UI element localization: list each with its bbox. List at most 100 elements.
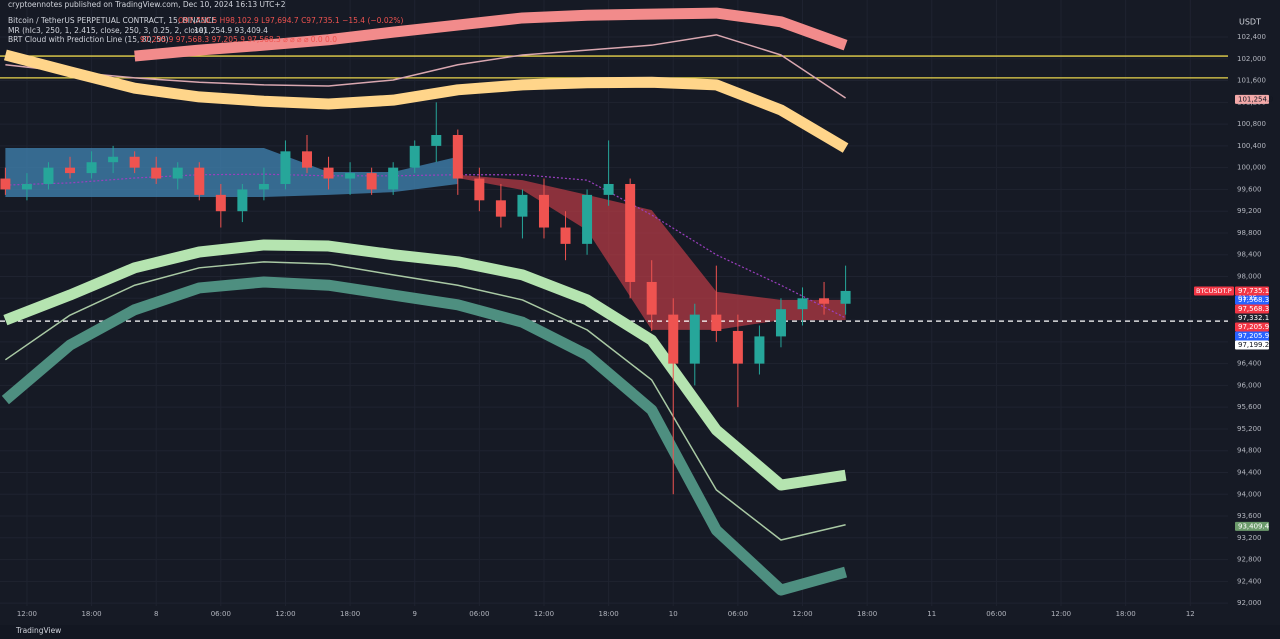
price-tag (1235, 304, 1269, 314)
x-tick-label: 12:00 (1051, 610, 1071, 618)
y-tick-label: 102,400 (1237, 33, 1266, 41)
x-tick-label: 18:00 (1116, 610, 1136, 618)
x-tick-label: 18:00 (340, 610, 360, 618)
y-tick-label: 94,000 (1237, 490, 1262, 498)
y-tick-label: 100,400 (1237, 142, 1266, 150)
candle-body (517, 194, 528, 217)
countdown: 01:35 (1238, 294, 1257, 302)
indicator: BRT Cloud with Prediction Line (15, 80, … (8, 35, 169, 44)
price-tag (1235, 331, 1269, 341)
y-tick-label: 94,800 (1237, 447, 1262, 455)
publisher: cryptoennotes published on TradingView.c… (8, 0, 286, 9)
candle-body (21, 183, 32, 190)
y-tick-label: 93,600 (1237, 512, 1262, 520)
candle-body (215, 194, 226, 212)
symbol-tag-label: BTCUSDT.P (1196, 287, 1232, 295)
candle-body (409, 145, 420, 168)
candle-body (388, 167, 399, 190)
band-line (4, 261, 846, 541)
y-tick-label: 98,800 (1237, 229, 1262, 237)
x-tick-label: 12:00 (792, 610, 812, 618)
candle-body (840, 290, 851, 304)
footer-logo: TradingView (15, 626, 61, 635)
x-tick-label: 06:00 (469, 610, 489, 618)
y-tick-label: 98,000 (1237, 273, 1262, 281)
band-line (3, 49, 849, 153)
candle-body (452, 134, 463, 179)
price-tag-label: 97,205.9 (1238, 332, 1269, 340)
y-tick-label: 94,400 (1237, 468, 1262, 476)
candle-body (86, 162, 97, 174)
indicator-values: 97,205.9 97,568.3 97,205.9 97,568.3 ⌀ ⌀ … (140, 35, 337, 44)
y-tick-label: 95,200 (1237, 425, 1262, 433)
candle-body (689, 314, 700, 364)
cloud (457, 174, 846, 330)
candle-body (754, 336, 765, 364)
price-tag-label: 97,205.9 (1238, 323, 1269, 331)
candle-body (603, 183, 614, 195)
candle-body (65, 167, 76, 174)
x-tick-label: 11 (927, 610, 936, 618)
price-tag (1235, 521, 1269, 531)
candle-body (237, 189, 248, 212)
candle-body (0, 178, 11, 190)
candle-body (151, 167, 162, 179)
y-tick-label: 96,400 (1237, 360, 1262, 368)
y-tick-label: 96,000 (1237, 381, 1262, 389)
y-tick-label: 99,200 (1237, 207, 1262, 215)
candle-body (129, 156, 140, 168)
price-tag (1235, 295, 1269, 305)
candle-body (108, 156, 119, 163)
footer-bar (0, 625, 1280, 639)
candle-body (258, 183, 269, 190)
candle-body (819, 298, 830, 304)
y-tick-label: 92,800 (1237, 556, 1262, 564)
plot-area (0, 7, 1228, 596)
price-tag (1235, 313, 1269, 323)
price-tag-label: 97,735.1 (1238, 287, 1269, 295)
candle-body (431, 134, 442, 146)
candle-body (366, 173, 377, 190)
x-tick-label: 9 (412, 610, 416, 618)
price-tag (1235, 340, 1269, 350)
price-tag-label: 93,409.4 (1238, 522, 1270, 530)
candle-body (345, 173, 356, 179)
price-tag-label: 97,568.3 (1238, 305, 1269, 313)
candle-body (474, 178, 485, 201)
indicator: MR (hlc3, 250, 1, 2.415, close, 250, 3, … (8, 26, 206, 35)
x-tick-label: 10 (669, 610, 678, 618)
x-tick-label: 06:00 (728, 610, 748, 618)
candle-body (194, 167, 205, 195)
candle-body (538, 194, 549, 228)
y-tick-label: 99,600 (1237, 185, 1262, 193)
x-tick-label: 18:00 (81, 610, 101, 618)
x-tick-label: 12 (1186, 610, 1195, 618)
price-tag-label: 97,199.2 (1238, 341, 1269, 349)
candle-body (797, 298, 808, 310)
price-tag-label: 97,332.1 (1238, 314, 1269, 322)
candle-body (43, 167, 54, 184)
x-tick-label: 18:00 (857, 610, 877, 618)
price-tag-label: 97,568.3 (1238, 296, 1269, 304)
y-tick-label: 100,800 (1237, 120, 1266, 128)
y-tick-label: 102,000 (1237, 55, 1266, 63)
price-tag (1235, 322, 1269, 332)
band-line (5, 34, 847, 99)
grid (0, 0, 1228, 606)
y-tick-label: 100,000 (1237, 164, 1266, 172)
x-tick-label: 12:00 (17, 610, 37, 618)
candle-body (711, 314, 722, 331)
ohlc: O97,750.5 H98,102.9 L97,694.7 C97,735.1 … (178, 16, 403, 25)
candle-body (582, 194, 593, 244)
currency: USDT (1239, 18, 1261, 27)
candle-body (625, 183, 636, 282)
candle-body (172, 167, 183, 179)
x-tick-label: 12:00 (275, 610, 295, 618)
y-tick-label: 93,200 (1237, 534, 1262, 542)
y-tick-label: 101,600 (1237, 77, 1266, 85)
candle-body (560, 227, 571, 244)
cloud (5, 148, 458, 198)
candle-body (668, 314, 679, 364)
